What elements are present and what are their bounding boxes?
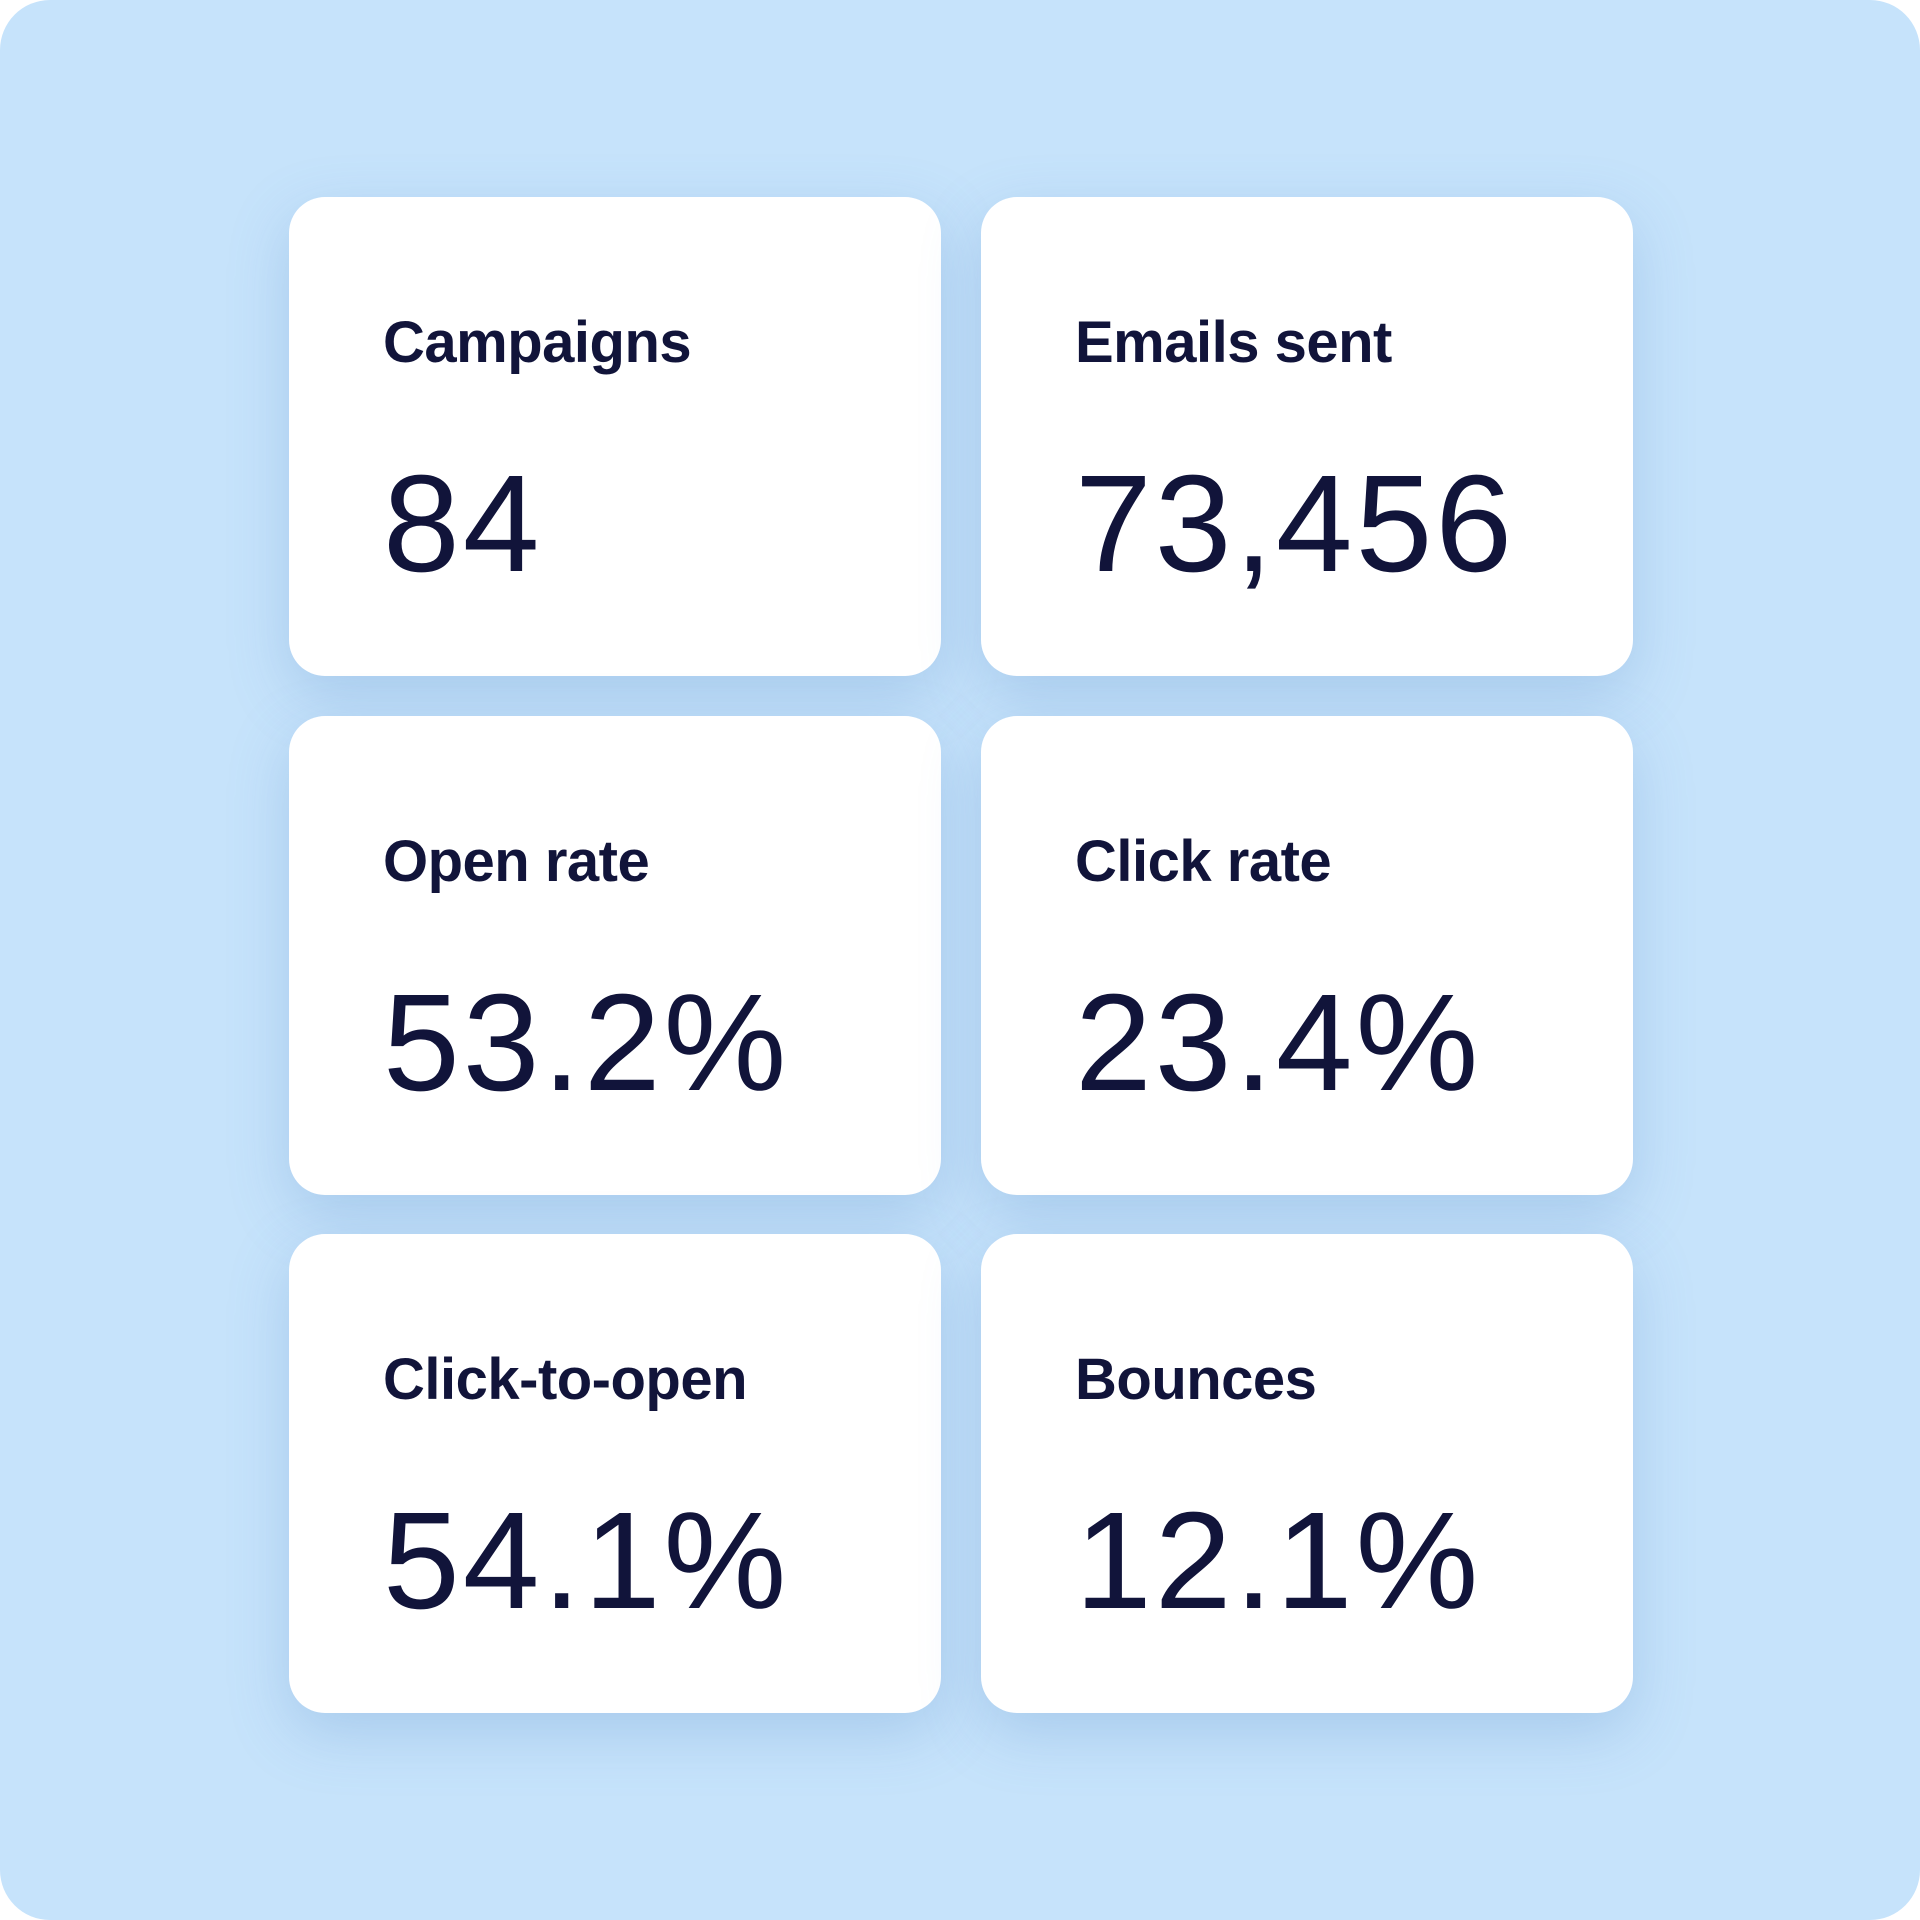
metric-value: 73,456: [1075, 447, 1516, 601]
metric-label: Open rate: [383, 829, 650, 894]
metric-label: Emails sent: [1075, 310, 1392, 375]
metric-card: Campaigns 84: [289, 197, 941, 676]
metric-label: Bounces: [1075, 1347, 1317, 1412]
metric-value: 53.2%: [383, 966, 790, 1120]
metric-card: Emails sent 73,456: [981, 197, 1633, 676]
metric-value: 12.1%: [1075, 1484, 1482, 1638]
metric-card: Click-to-open 54.1%: [289, 1234, 941, 1713]
metric-card: Click rate 23.4%: [981, 716, 1633, 1195]
metric-value: 54.1%: [383, 1484, 790, 1638]
metric-card: Open rate 53.2%: [289, 716, 941, 1195]
metric-value: 23.4%: [1075, 966, 1482, 1120]
metric-card: Bounces 12.1%: [981, 1234, 1633, 1713]
metric-value: 84: [383, 447, 543, 601]
metric-label: Campaigns: [383, 310, 692, 375]
metric-label: Click-to-open: [383, 1347, 748, 1412]
metric-label: Click rate: [1075, 829, 1332, 894]
